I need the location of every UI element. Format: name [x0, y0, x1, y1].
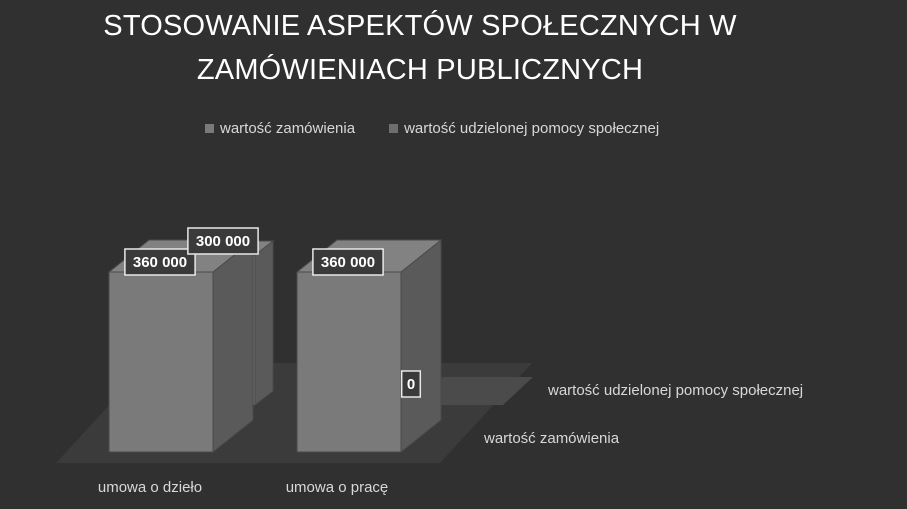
- data-label-series-2-0: 300 000: [196, 233, 250, 250]
- bar-series-1-0-side: [212, 238, 254, 454]
- legend-item-series-2: wartość udzielonej pomocy społecznej: [389, 120, 659, 137]
- chart-title: STOSOWANIE ASPEKTÓW SPOŁECZNYCH W ZAMÓWI…: [60, 4, 780, 92]
- data-label-series-1-0: 360 000: [133, 254, 187, 271]
- data-label-series-2-1: 0: [407, 376, 415, 393]
- category-label-1: umowa o pracę: [286, 479, 389, 496]
- legend-swatch-series-1: [205, 124, 214, 133]
- legend-label-series-1: wartość zamówienia: [220, 120, 356, 137]
- bar-series-1-1-side: [400, 238, 442, 454]
- legend-swatch-series-2: [389, 124, 399, 133]
- data-label-series-2-1-box: [400, 370, 422, 398]
- bar-series-1-1: [295, 238, 443, 454]
- category-label-0: umowa o dzieło: [98, 479, 202, 496]
- legend-item-series-1: wartość zamówienia: [205, 120, 355, 137]
- data-label-series-1-1-box: [312, 248, 384, 276]
- data-label-series-1-0-box: [124, 248, 196, 276]
- depth-label-series-2: wartość udzielonej pomocy społecznej: [547, 382, 803, 399]
- bar-series-2-1-flat: [413, 377, 533, 405]
- bar-series-1-0-front: [108, 271, 214, 453]
- bar-series-2-0-side: [254, 239, 274, 407]
- bar-series-1-1-front: [296, 271, 402, 453]
- chart-title-line-1: STOSOWANIE ASPEKTÓW SPOŁECZNYCH W: [103, 10, 737, 42]
- legend-label-series-2: wartość udzielonej pomocy społecznej: [404, 120, 660, 137]
- data-label-series-1-1: 360 000: [321, 254, 375, 271]
- chart-title-line-2: ZAMÓWIENIACH PUBLICZNYCH: [196, 54, 644, 86]
- data-label-series-2-0-box: [187, 227, 259, 255]
- depth-label-series-1: wartość zamówienia: [483, 430, 620, 447]
- chart-legend: wartość zamówienia wartość udzielonej po…: [205, 120, 659, 137]
